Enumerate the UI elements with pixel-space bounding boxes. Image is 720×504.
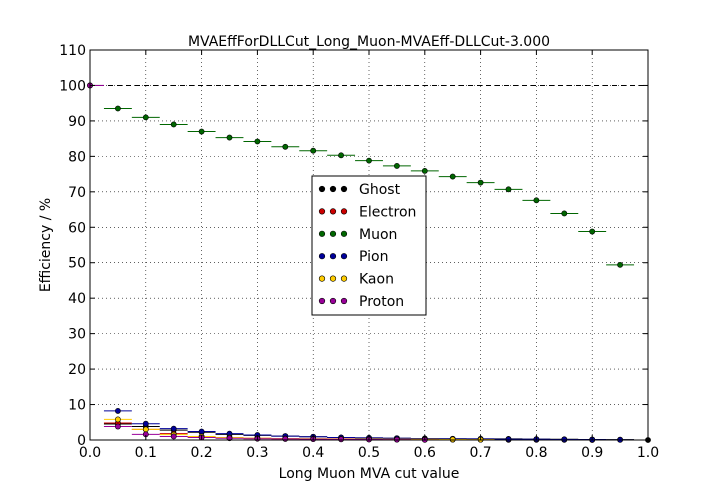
- legend-marker: [340, 208, 348, 215]
- legend-marker: [340, 230, 348, 237]
- data-point: [338, 152, 344, 159]
- y-tick-label: 30: [68, 327, 86, 343]
- legend-frame: [311, 175, 427, 316]
- legend-marker: [318, 297, 326, 305]
- data-point: [282, 143, 289, 150]
- legend-entries: Ghost Electron Muon Pion Kaon Proton: [318, 182, 416, 310]
- legend-marker: [318, 208, 326, 215]
- data-point: [617, 261, 623, 268]
- legend-marker: [329, 185, 337, 193]
- legend-label: Ghost: [359, 182, 401, 198]
- legend-label: Pion: [359, 249, 388, 265]
- legend-label: Kaon: [359, 272, 394, 288]
- legend-marker: [329, 275, 337, 282]
- data-point: [142, 426, 149, 433]
- data-point: [477, 179, 484, 186]
- data-point: [142, 114, 149, 121]
- legend-marker: [340, 275, 348, 282]
- y-tick-label: 90: [68, 114, 86, 130]
- data-point: [170, 121, 177, 128]
- data-point: [170, 425, 177, 432]
- chart-title: MVAEffForDLLCut_Long_Muon-MVAEff-DLLCut-…: [188, 34, 550, 50]
- y-tick-label: 50: [68, 256, 86, 272]
- y-tick-label: 20: [68, 362, 86, 378]
- data-point: [254, 138, 261, 145]
- data-point: [170, 433, 177, 440]
- data-point: [561, 436, 568, 443]
- data-point: [589, 228, 596, 235]
- x-tick-label: 0.7: [469, 445, 491, 461]
- data-point: [561, 210, 568, 217]
- legend-marker: [340, 185, 348, 193]
- x-tick-label: 0.3: [246, 445, 268, 461]
- data-point: [310, 147, 317, 154]
- series-muon: [103, 105, 635, 268]
- data-point: [505, 186, 512, 193]
- legend-marker: [340, 253, 348, 260]
- legend-marker: [340, 297, 348, 305]
- x-tick-label: 0.1: [135, 445, 157, 461]
- y-tick-label: 110: [59, 43, 86, 59]
- data-point: [115, 105, 121, 112]
- tick-marks: [89, 49, 649, 441]
- data-point: [449, 436, 456, 443]
- legend-label: Electron: [359, 204, 416, 220]
- legend-label: Muon: [359, 227, 397, 243]
- legend-marker: [329, 253, 337, 260]
- data-point: [282, 436, 289, 442]
- x-tick-label: 0.9: [581, 445, 603, 461]
- y-axis-label: Efficiency / %: [38, 198, 54, 292]
- data-point: [115, 416, 121, 423]
- x-tick-label: 0.8: [525, 445, 547, 461]
- data-point: [338, 436, 344, 443]
- data-point: [115, 408, 121, 414]
- data-point: [142, 420, 149, 427]
- grid: [90, 50, 648, 440]
- y-tick-label: 10: [68, 398, 86, 414]
- legend-marker: [318, 230, 326, 237]
- data-point: [533, 197, 540, 204]
- data-point: [393, 163, 400, 169]
- data-point: [505, 436, 512, 443]
- x-axis-label: Long Muon MVA cut value: [279, 466, 460, 482]
- data-point: [198, 428, 205, 435]
- data-point: [198, 128, 205, 135]
- y-tick-label: 70: [68, 185, 86, 201]
- x-tick-label: 0.0: [79, 445, 101, 461]
- x-tick-label: 0.6: [414, 445, 436, 461]
- data-point: [449, 173, 456, 180]
- x-tick-labels: 0.0 0.1 0.2 0.3 0.4 0.5 0.6 0.7 0.8 0.9 1.0: [79, 445, 659, 461]
- data-point: [421, 167, 428, 174]
- x-tick-label: 0.4: [302, 445, 324, 461]
- y-tick-label: 80: [68, 149, 86, 165]
- legend: Ghost Electron Muon Pion Kaon Proton: [311, 175, 427, 316]
- x-tick-label: 0.2: [190, 445, 212, 461]
- legend-label: Proton: [359, 294, 404, 310]
- data-point: [366, 157, 372, 164]
- legend-marker: [318, 185, 326, 193]
- y-tick-label: 60: [68, 220, 86, 236]
- y-tick-label: 0: [77, 433, 86, 449]
- legend-marker: [329, 230, 337, 237]
- legend-marker: [329, 297, 337, 305]
- x-tick-label: 1.0: [637, 445, 659, 461]
- legend-marker: [318, 275, 326, 282]
- y-tick-labels: 0 10 20 30 40 50 60 70 80 90 100 110: [59, 43, 86, 449]
- data-point: [115, 423, 121, 430]
- legend-marker: [318, 253, 326, 260]
- legend-marker: [329, 208, 337, 215]
- x-tick-label: 0.5: [358, 445, 380, 461]
- y-tick-label: 100: [59, 78, 86, 94]
- data-point: [226, 134, 233, 141]
- y-tick-label: 40: [68, 291, 86, 307]
